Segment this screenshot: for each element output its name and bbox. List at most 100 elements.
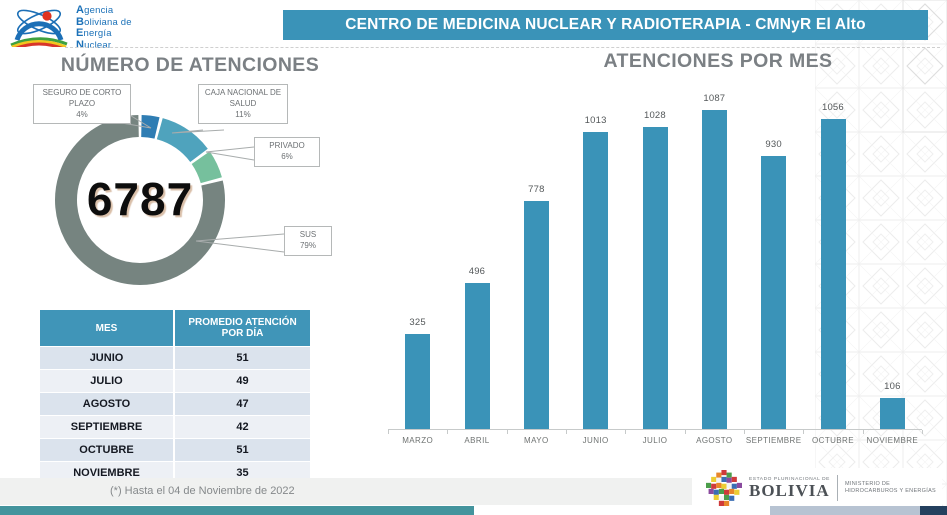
- donut-chart: 6787: [40, 100, 240, 300]
- donut-callout-caja: CAJA NACIONAL DE SALUD 11%: [198, 84, 288, 125]
- logo-line: Boliviana de: [76, 15, 132, 28]
- bottom-bar-navy: [920, 506, 947, 515]
- bar-value-label: 930: [765, 139, 782, 150]
- table-cell: OCTUBRE: [40, 439, 175, 461]
- category-label-julio: JULIO: [642, 436, 668, 445]
- table-row-octubre: OCTUBRE 51: [40, 438, 310, 461]
- table-cell: 49: [236, 375, 249, 387]
- axis-tick: [388, 430, 389, 434]
- table-cell: NOVIEMBRE: [40, 462, 175, 484]
- callout-pct: 6%: [281, 151, 293, 161]
- category-label-octubre: OCTUBRE: [812, 436, 854, 445]
- table-cell: 51: [236, 444, 249, 456]
- table-cell: JUNIO: [40, 347, 175, 369]
- bar-septiembre: [761, 156, 787, 429]
- ministry-line1: MINISTERIO DE: [844, 481, 891, 487]
- logo-line: Agencia: [76, 4, 114, 16]
- donut-callout-sus: SUS 79%: [284, 226, 332, 256]
- axis-tick: [506, 430, 508, 434]
- bar-value-label: 106: [884, 381, 901, 392]
- axis-tick: [566, 430, 567, 434]
- bar-mayo: [523, 201, 549, 429]
- table-cell: JULIO: [40, 370, 175, 392]
- axis-tick: [803, 430, 805, 434]
- header-banner: CENTRO DE MEDICINA NUCLEAR Y RADIOTERAPI…: [283, 10, 928, 40]
- table-cell: SEPTIEMBRE: [40, 416, 175, 438]
- bar-chart-category-axis: MARZO ABRIL MAYO JUNIO JULIO AGOSTO SEPTIEMBRE…: [388, 436, 922, 445]
- ministry-line2: HIDROCARBUROS Y ENERGÍAS: [844, 488, 937, 494]
- axis-tick: [744, 430, 745, 434]
- gov-divider: [836, 475, 838, 501]
- category-label-mayo: MAYO: [524, 436, 549, 445]
- wiphala-icon: [706, 470, 742, 506]
- logo-line: Nuclear: [76, 38, 112, 51]
- header-separator: [65, 47, 940, 48]
- donut-total-value: 6787: [86, 172, 194, 225]
- category-label-septiembre: SEPTIEMBRE: [745, 436, 802, 445]
- table-row-agosto: AGOSTO 47: [40, 392, 310, 415]
- donut-segment-seguro-de-corto-plazo: [140, 115, 160, 139]
- axis-tick: [447, 430, 449, 434]
- bar-abril: [464, 283, 490, 429]
- aben-logo: Agencia Boliviana de Energía Nuclear: [8, 3, 132, 51]
- table-row-julio: JULIO 49: [40, 369, 310, 392]
- table-row-junio: JUNIO 51: [40, 346, 310, 369]
- donut-segment-privado: [191, 151, 222, 184]
- avg-attention-table: MES PROMEDIO ATENCIÓN POR DÍA JUNIO 51 JUL…: [40, 310, 310, 484]
- bar-marzo: [405, 334, 431, 429]
- bottom-bar-teal: [0, 506, 474, 515]
- donut-callout-seguro: SEGURO DE CORTO PLAZO 4%: [33, 84, 131, 125]
- bar-agosto: [701, 110, 727, 429]
- axis-tick: [625, 430, 627, 434]
- logo-line: Energía: [76, 27, 112, 39]
- donut-chart-title: NÚMERO DE ATENCIONES: [60, 54, 320, 76]
- callout-label: SUS: [299, 230, 317, 239]
- bar-noviembre: [879, 398, 905, 429]
- category-label-marzo: MARZO: [402, 436, 434, 445]
- callout-label: SEGURO DE CORTO PLAZO: [42, 88, 122, 108]
- table-body: JUNIO 51 JULIO 49 AGOSTO 47 SEPTIEMBRE 42 OCTUBR…: [40, 346, 310, 484]
- bar-value-label: 496: [468, 266, 486, 277]
- bar-junio: [583, 132, 609, 429]
- table-header-mes: MES: [40, 310, 175, 346]
- bar-value-label: 1087: [703, 93, 726, 104]
- bar-value-label: 778: [528, 184, 545, 195]
- table-cell: 47: [236, 398, 249, 410]
- table-cell: 42: [236, 421, 249, 433]
- category-label-abril: ABRIL: [464, 436, 490, 445]
- table-header-row: MES PROMEDIO ATENCIÓN POR DÍA: [40, 310, 310, 346]
- callout-label: PRIVADO: [269, 141, 305, 150]
- callout-pct: 4%: [76, 109, 88, 119]
- bottom-bar-light: [770, 506, 920, 515]
- header-banner-title: CENTRO DE MEDICINA NUCLEAR Y RADIOTERAPI…: [345, 16, 866, 33]
- callout-pct: 79%: [299, 240, 316, 250]
- callout-label: CAJA NACIONAL DE SALUD: [204, 88, 282, 108]
- bar-chart-title: ATENCIONES POR MES: [603, 50, 833, 72]
- table-row-septiembre: SEPTIEMBRE 42: [40, 415, 310, 438]
- ministry-label: MINISTERIO DE HIDROCARBUROS Y ENERGÍAS: [845, 481, 936, 495]
- estado-plurinacional-label: ESTADO PLURINACIONAL DE: [749, 477, 830, 482]
- table-cell: 35: [236, 467, 249, 479]
- footer-note: (*) Hasta el 04 de Noviembre de 2022: [110, 485, 295, 497]
- aben-logo-text: Agencia Boliviana de Energía Nuclear: [76, 3, 132, 51]
- bolivia-label: BOLIVIA: [749, 481, 830, 500]
- bolivia-gov-logo: ESTADO PLURINACIONAL DE BOLIVIA MINISTER…: [700, 468, 943, 508]
- bar-value-label: 1056: [821, 102, 844, 113]
- bar-value-label: 1013: [584, 115, 607, 126]
- bar-value-label: 1028: [643, 110, 666, 121]
- category-label-agosto: AGOSTO: [696, 436, 733, 445]
- aben-atom-icon: [10, 9, 68, 47]
- bar-chart-plot-area: 325 496 778 1013 1028 1087 930 1056 106: [388, 93, 923, 434]
- category-label-noviembre: NOVIEMBRE: [866, 436, 919, 445]
- category-label-junio: JUNIO: [582, 436, 609, 445]
- axis-tick: [862, 430, 864, 434]
- callout-pct: 11%: [235, 109, 251, 119]
- footer-strip: [0, 478, 692, 505]
- bolivia-wordmark: ESTADO PLURINACIONAL DE BOLIVIA: [749, 477, 830, 499]
- bar-julio: [642, 127, 668, 429]
- axis-tick: [684, 430, 686, 434]
- table-cell: AGOSTO: [40, 393, 175, 415]
- table-header-promedio: PROMEDIO ATENCIÓN POR DÍA: [188, 317, 297, 339]
- bar-value-label: 325: [409, 317, 426, 328]
